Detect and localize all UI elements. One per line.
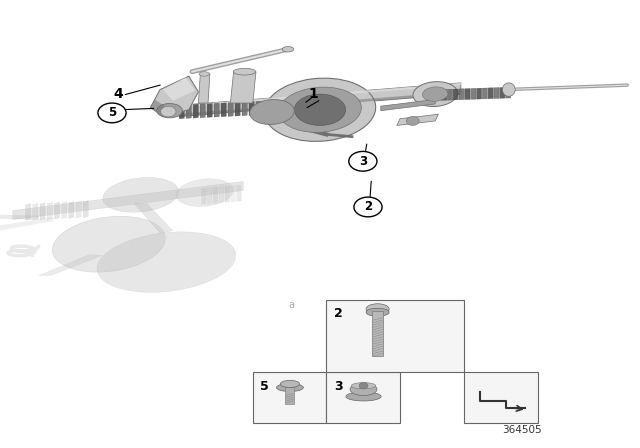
Polygon shape [483,88,488,99]
Polygon shape [249,102,254,116]
Polygon shape [397,114,438,125]
Polygon shape [214,103,220,117]
Ellipse shape [413,82,458,107]
Polygon shape [33,203,38,220]
Ellipse shape [199,72,209,76]
Polygon shape [40,203,45,220]
Polygon shape [38,254,102,276]
Polygon shape [150,99,166,116]
Polygon shape [442,90,447,100]
Text: 4: 4 [113,87,124,101]
Polygon shape [47,202,52,220]
Polygon shape [193,104,198,118]
Text: 2: 2 [334,307,343,320]
Polygon shape [381,99,435,111]
Ellipse shape [97,232,236,293]
Polygon shape [134,204,173,233]
Bar [372,311,383,356]
Polygon shape [179,83,461,116]
Ellipse shape [234,68,256,75]
Polygon shape [256,101,261,115]
Polygon shape [207,188,212,204]
Polygon shape [221,103,226,117]
Polygon shape [163,77,195,101]
Ellipse shape [52,216,165,272]
Polygon shape [61,202,67,219]
Polygon shape [83,201,88,218]
Ellipse shape [276,383,303,392]
Polygon shape [500,87,505,98]
Polygon shape [228,103,233,116]
Text: 1: 1 [308,87,319,101]
Polygon shape [465,89,470,99]
Polygon shape [54,202,60,219]
Polygon shape [198,74,210,103]
Text: 5: 5 [260,380,269,393]
Polygon shape [477,88,482,99]
Polygon shape [213,187,218,203]
Polygon shape [231,185,236,202]
Polygon shape [150,76,198,116]
Bar [253,372,326,423]
Circle shape [98,103,126,123]
Polygon shape [13,181,243,220]
Polygon shape [179,105,184,119]
Circle shape [161,106,176,117]
Ellipse shape [502,83,515,96]
Text: 5: 5 [108,106,116,120]
Polygon shape [470,88,476,99]
Ellipse shape [264,78,376,142]
Polygon shape [200,104,205,118]
Polygon shape [506,87,511,98]
Bar [326,300,464,372]
Polygon shape [69,201,74,218]
Polygon shape [0,215,38,220]
Circle shape [406,116,419,125]
Bar [285,387,294,404]
Polygon shape [488,88,493,99]
Bar [326,372,400,423]
Text: 2: 2 [364,200,372,214]
Ellipse shape [250,99,294,125]
Ellipse shape [366,304,389,314]
Polygon shape [186,104,191,118]
Circle shape [349,151,377,171]
Polygon shape [242,102,247,116]
Ellipse shape [350,383,377,396]
Ellipse shape [282,47,294,52]
Ellipse shape [177,179,233,207]
Circle shape [359,383,368,389]
Ellipse shape [366,308,389,316]
Text: 3: 3 [359,155,367,168]
Text: 364505: 364505 [502,425,541,435]
Polygon shape [235,102,240,116]
Polygon shape [237,185,241,201]
Ellipse shape [103,177,179,212]
Ellipse shape [422,87,448,101]
Polygon shape [225,186,230,202]
Polygon shape [219,187,224,203]
Polygon shape [453,89,458,100]
Ellipse shape [280,380,300,388]
Polygon shape [26,203,31,220]
Polygon shape [76,201,81,218]
Polygon shape [207,103,212,117]
Polygon shape [179,83,461,108]
Polygon shape [459,89,464,100]
Ellipse shape [278,87,362,133]
Bar [464,372,538,423]
Circle shape [354,197,382,217]
Polygon shape [179,91,461,116]
Ellipse shape [351,383,376,389]
Ellipse shape [294,94,346,125]
Polygon shape [202,188,206,204]
Ellipse shape [346,392,381,401]
Polygon shape [230,72,256,103]
Polygon shape [494,87,499,99]
Text: 3: 3 [334,380,342,393]
Ellipse shape [157,103,182,118]
Text: a: a [288,300,294,310]
Polygon shape [447,89,452,100]
